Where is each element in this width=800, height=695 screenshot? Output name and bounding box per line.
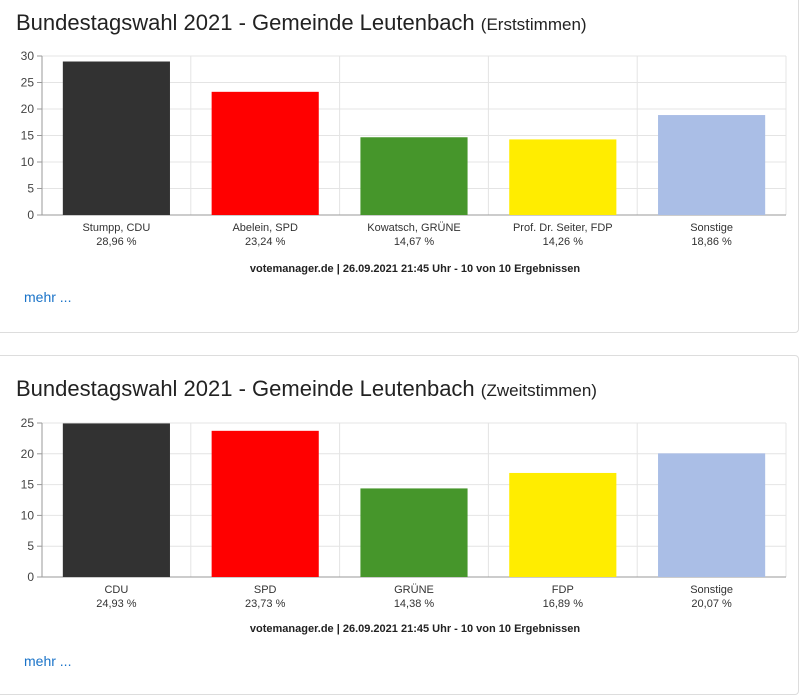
x-tick-label: Kowatsch, GRÜNE: [367, 222, 461, 234]
bar: [62, 423, 170, 577]
card-title-main: Bundestagswahl 2021 - Gemeinde Leutenbac…: [16, 10, 475, 35]
election-card-erststimmen: Bundestagswahl 2021 - Gemeinde Leutenbac…: [0, 0, 799, 333]
card-title-suffix: (Erststimmen): [480, 15, 587, 34]
y-tick-label: 0: [27, 208, 34, 222]
y-tick-label: 10: [21, 155, 35, 169]
data-label: 14,67 %: [394, 236, 435, 248]
bar: [509, 472, 617, 577]
bar: [509, 139, 617, 215]
x-tick-label: SPD: [254, 584, 277, 596]
data-label: 23,24 %: [245, 236, 286, 248]
data-label: 18,86 %: [691, 236, 732, 248]
x-tick-label: GRÜNE: [394, 584, 434, 596]
bar: [360, 137, 468, 215]
x-tick-label: Abelein, SPD: [232, 222, 297, 234]
bar: [211, 430, 319, 577]
y-tick-label: 10: [21, 508, 35, 522]
y-tick-label: 20: [21, 447, 35, 461]
bar: [62, 61, 170, 216]
bar-chart-zweitstimmen: 0 5 10 15 20 25 CDU 24,93 % SPD 23,73 % GRÜNE 14,38…: [21, 416, 787, 635]
x-tick-label: CDU: [104, 584, 128, 596]
x-tick-label: Stumpp, CDU: [82, 222, 150, 234]
bar-chart-erststimmen: 0 5 10 15 20 25 30 Stumpp, CDU 28,96 % Abelein, S…: [21, 49, 787, 275]
y-tick-label: 5: [27, 182, 34, 196]
y-tick-label: 0: [27, 570, 34, 584]
x-tick-label: FDP: [552, 584, 574, 596]
x-tick-label: Prof. Dr. Seiter, FDP: [513, 222, 613, 234]
data-label: 14,38 %: [394, 598, 435, 610]
y-tick-label: 15: [21, 129, 35, 143]
data-label: 23,73 %: [245, 598, 286, 610]
y-tick-label: 30: [21, 49, 35, 63]
data-label: 28,96 %: [96, 236, 137, 248]
bar: [658, 453, 766, 577]
data-label: 16,89 %: [543, 598, 584, 610]
y-tick-label: 15: [21, 478, 35, 492]
source-caption: votemanager.de | 26.09.2021 21:45 Uhr - …: [250, 263, 580, 275]
mehr-link[interactable]: mehr ...: [24, 653, 72, 669]
y-tick-label: 5: [27, 539, 34, 553]
bar: [360, 488, 468, 577]
card-title: Bundestagswahl 2021 - Gemeinde Leutenbac…: [16, 10, 587, 36]
y-tick-label: 20: [21, 102, 35, 116]
card-title-main: Bundestagswahl 2021 - Gemeinde Leutenbac…: [16, 376, 475, 401]
x-tick-label: Sonstige: [690, 584, 733, 596]
y-tick-label: 25: [21, 76, 35, 90]
bar: [211, 91, 319, 215]
data-label: 24,93 %: [96, 598, 137, 610]
election-card-zweitstimmen: Bundestagswahl 2021 - Gemeinde Leutenbac…: [0, 355, 799, 695]
card-title-suffix: (Zweitstimmen): [480, 381, 597, 400]
bar: [658, 115, 766, 215]
card-title: Bundestagswahl 2021 - Gemeinde Leutenbac…: [16, 376, 597, 402]
x-tick-label: Sonstige: [690, 222, 733, 234]
source-caption: votemanager.de | 26.09.2021 21:45 Uhr - …: [250, 623, 580, 635]
data-label: 14,26 %: [543, 236, 584, 248]
mehr-link[interactable]: mehr ...: [24, 289, 72, 305]
data-label: 20,07 %: [691, 598, 732, 610]
y-tick-label: 25: [21, 416, 35, 430]
